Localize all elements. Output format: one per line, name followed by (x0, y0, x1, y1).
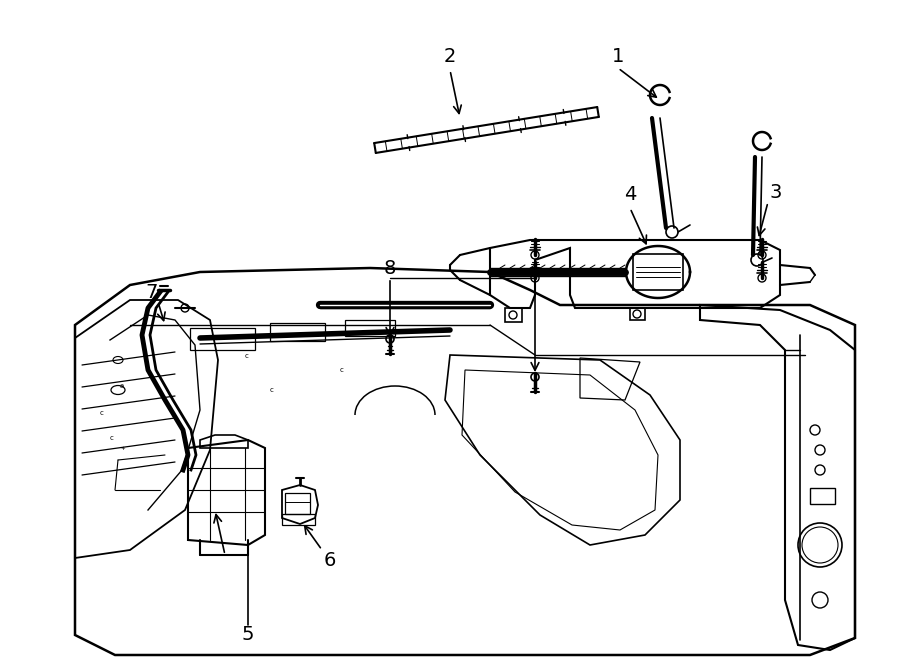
Text: 4: 4 (624, 186, 636, 204)
Text: 7: 7 (146, 284, 158, 303)
Text: c: c (100, 410, 104, 416)
Bar (270, 323, 325, 341)
Text: 6: 6 (324, 551, 337, 570)
Text: c: c (245, 353, 249, 359)
Text: c: c (340, 367, 344, 373)
Text: 5: 5 (242, 625, 254, 644)
Text: 3: 3 (770, 182, 782, 202)
Text: a: a (120, 383, 124, 389)
Bar (810, 488, 835, 504)
Text: +: + (120, 446, 125, 451)
Bar (190, 328, 255, 350)
Text: 2: 2 (444, 48, 456, 67)
Text: 1: 1 (612, 48, 625, 67)
Text: c: c (110, 435, 114, 441)
Text: 8: 8 (383, 258, 396, 278)
Bar (345, 320, 395, 336)
Text: c: c (270, 387, 274, 393)
